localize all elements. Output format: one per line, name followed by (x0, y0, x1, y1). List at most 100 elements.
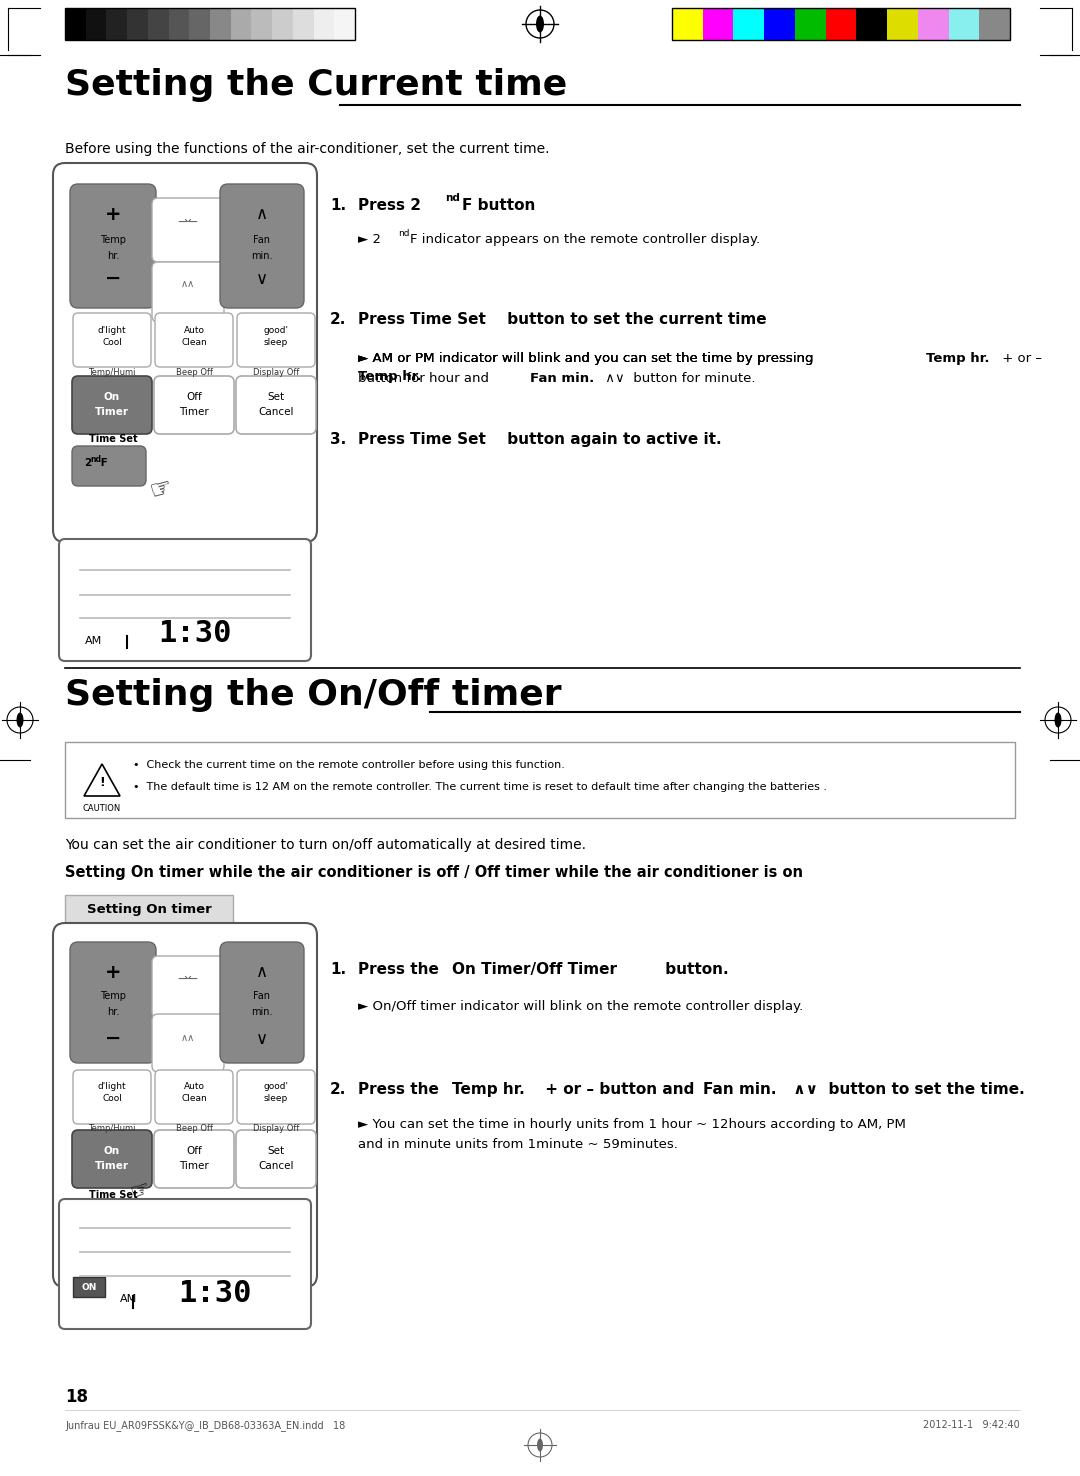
Text: 3.: 3. (330, 432, 347, 447)
Text: sleep: sleep (264, 1094, 288, 1103)
Text: •  Check the current time on the remote controller before using this function.: • Check the current time on the remote c… (133, 760, 565, 770)
Text: min.: min. (252, 1007, 273, 1017)
Bar (733, 7, 765, 40)
FancyBboxPatch shape (154, 376, 234, 434)
Text: Setting the Current time: Setting the Current time (65, 68, 567, 102)
Bar (231, 7, 252, 40)
FancyBboxPatch shape (237, 1131, 316, 1188)
Text: Timer: Timer (95, 407, 129, 418)
FancyBboxPatch shape (59, 1199, 311, 1328)
Text: ∧∧: ∧∧ (180, 1033, 195, 1044)
Bar (252, 7, 272, 40)
Text: ☞: ☞ (127, 1178, 152, 1203)
Text: ∧∨  button to set the time.: ∧∨ button to set the time. (788, 1082, 1025, 1097)
Text: Press the: Press the (357, 1082, 444, 1097)
Text: On Timer/Off Timer: On Timer/Off Timer (453, 962, 617, 977)
Text: Clean: Clean (181, 338, 207, 347)
Bar (313, 7, 335, 40)
Text: Time Set: Time Set (89, 434, 137, 444)
Text: Before using the functions of the air-conditioner, set the current time.: Before using the functions of the air-co… (65, 142, 550, 156)
FancyBboxPatch shape (156, 1070, 233, 1125)
Text: You can set the air conditioner to turn on/off automatically at desired time.: You can set the air conditioner to turn … (65, 838, 586, 852)
FancyBboxPatch shape (220, 942, 303, 1063)
Text: Fan: Fan (254, 990, 270, 1001)
Text: Fan min.: Fan min. (703, 1082, 777, 1097)
Text: Beep Off: Beep Off (175, 1125, 213, 1134)
Text: ► AM or PM indicator will blink and you can set the time by pressing: ► AM or PM indicator will blink and you … (357, 351, 818, 365)
Text: 2.: 2. (330, 311, 347, 328)
Text: button to set the current time: button to set the current time (502, 311, 767, 328)
Text: 2.: 2. (330, 1082, 347, 1097)
Text: nd: nd (90, 455, 102, 463)
Polygon shape (84, 765, 120, 796)
Bar (65, 742, 1015, 818)
Text: 1.: 1. (330, 962, 346, 977)
Bar (85, 7, 107, 40)
Text: F button: F button (462, 198, 536, 213)
FancyBboxPatch shape (53, 162, 318, 542)
Text: ⇀↼: ⇀↼ (177, 215, 199, 229)
FancyBboxPatch shape (220, 184, 303, 308)
Bar (168, 7, 189, 40)
Text: button.: button. (660, 962, 729, 977)
Text: ON: ON (81, 1283, 97, 1292)
FancyBboxPatch shape (73, 313, 151, 368)
Bar (272, 7, 293, 40)
Text: Set: Set (268, 1145, 284, 1156)
Text: Set: Set (268, 393, 284, 401)
Text: AM: AM (120, 1294, 137, 1303)
Text: Press: Press (357, 311, 410, 328)
Text: good': good' (264, 326, 288, 335)
Text: ► 2: ► 2 (357, 233, 381, 246)
Text: 2: 2 (84, 458, 91, 468)
Text: Cancel: Cancel (258, 1162, 294, 1170)
Text: Cool: Cool (103, 1094, 122, 1103)
Text: F indicator appears on the remote controller display.: F indicator appears on the remote contro… (410, 233, 760, 246)
FancyBboxPatch shape (237, 376, 316, 434)
Text: Timer: Timer (179, 407, 208, 418)
Text: + or –: + or – (998, 351, 1042, 365)
Text: Off: Off (186, 393, 202, 401)
Text: On: On (104, 393, 120, 401)
Text: Temp/Humi: Temp/Humi (89, 1125, 136, 1134)
FancyBboxPatch shape (72, 1131, 152, 1188)
Text: Cancel: Cancel (258, 407, 294, 418)
Text: Temp: Temp (100, 990, 126, 1001)
Bar (948, 7, 980, 40)
FancyBboxPatch shape (152, 1014, 224, 1072)
Text: !: ! (99, 775, 105, 788)
FancyBboxPatch shape (152, 198, 224, 263)
Text: 1:30: 1:30 (178, 1280, 252, 1308)
Bar (887, 7, 918, 40)
Text: good': good' (264, 1082, 288, 1091)
Text: min.: min. (252, 251, 273, 261)
Text: ► AM or PM indicator will blink and you can set the time by pressing: ► AM or PM indicator will blink and you … (357, 351, 818, 365)
Text: Temp hr.: Temp hr. (453, 1082, 525, 1097)
Text: 1:30: 1:30 (159, 618, 232, 648)
Bar (825, 7, 856, 40)
FancyBboxPatch shape (73, 1070, 151, 1125)
Text: nd: nd (399, 229, 409, 238)
Text: Display Off: Display Off (253, 368, 299, 376)
Text: and in minute units from 1minute ~ 59minutes.: and in minute units from 1minute ~ 59min… (357, 1138, 678, 1151)
Ellipse shape (16, 713, 24, 728)
Text: nd: nd (445, 193, 460, 204)
Text: +: + (105, 962, 121, 982)
Bar (703, 7, 733, 40)
Text: Timer: Timer (95, 1162, 129, 1170)
Bar (856, 7, 887, 40)
FancyBboxPatch shape (59, 539, 311, 661)
Bar (189, 7, 210, 40)
Text: Temp: Temp (100, 235, 126, 245)
Text: Junfrau EU_AR09FSSK&Y@_IB_DB68-03363A_EN.indd   18: Junfrau EU_AR09FSSK&Y@_IB_DB68-03363A_EN… (65, 1420, 346, 1430)
Text: Fan min.: Fan min. (530, 372, 594, 385)
Text: Beep Off: Beep Off (175, 368, 213, 376)
Text: Off: Off (186, 1145, 202, 1156)
Bar (65, 894, 233, 922)
FancyBboxPatch shape (70, 184, 156, 308)
Text: ∧∨  button for minute.: ∧∨ button for minute. (600, 372, 756, 385)
Bar (980, 7, 1010, 40)
FancyBboxPatch shape (156, 313, 233, 368)
Text: CAUTION: CAUTION (83, 804, 121, 813)
Bar (210, 7, 231, 40)
